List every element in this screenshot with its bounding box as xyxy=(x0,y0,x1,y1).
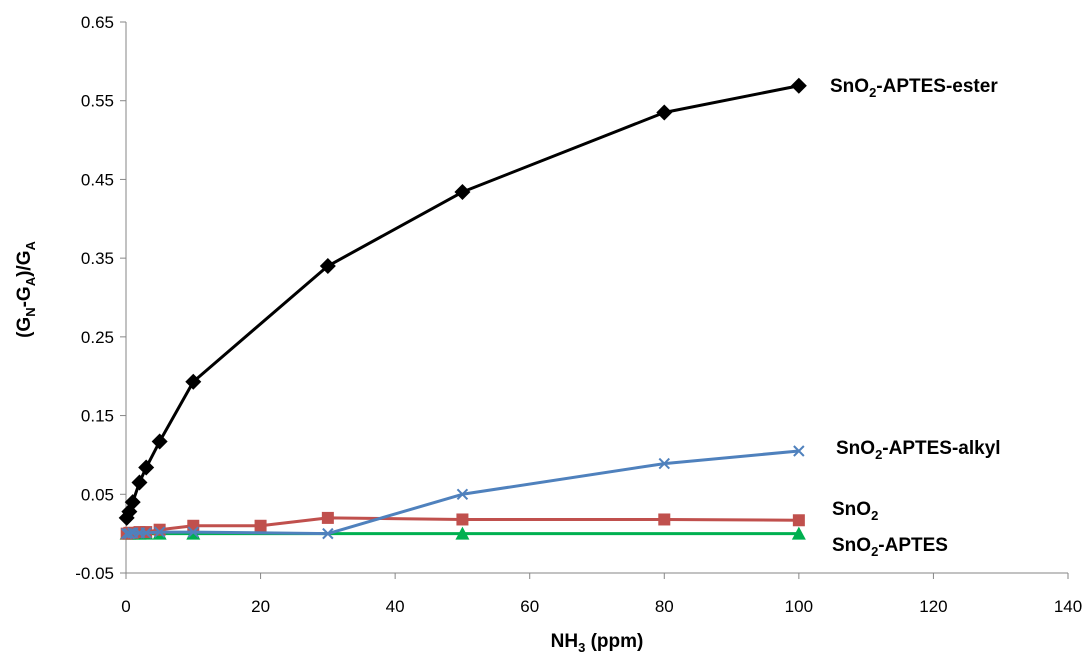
data-point-square xyxy=(254,519,267,532)
x-tick-label: 100 xyxy=(785,597,813,616)
data-point-x xyxy=(123,527,136,540)
x-tick-label: 60 xyxy=(520,597,539,616)
data-point-square xyxy=(658,513,671,526)
data-point-diamond xyxy=(151,433,168,450)
data-point-x xyxy=(658,457,670,470)
y-tick-label: 0.55 xyxy=(81,92,114,111)
data-point-diamond xyxy=(138,459,155,476)
data-point-diamond xyxy=(656,104,673,121)
x-tick-label: 120 xyxy=(919,597,947,616)
x-tick-label: 20 xyxy=(251,597,270,616)
data-point-diamond xyxy=(124,494,141,511)
x-tick-label: 80 xyxy=(655,597,674,616)
series-line xyxy=(125,84,800,519)
data-point-x xyxy=(793,445,805,457)
data-point-diamond xyxy=(185,373,202,390)
data-point-square xyxy=(153,523,166,536)
x-tick-label: 40 xyxy=(386,597,405,616)
data-point-diamond xyxy=(319,258,336,275)
data-point-triangle xyxy=(455,526,470,540)
y-axis-title: (GN-GA)/GA xyxy=(14,241,38,338)
x-tick-label: 0 xyxy=(121,597,130,616)
data-point-square xyxy=(456,513,469,526)
data-point-square xyxy=(792,514,805,527)
data-point-x xyxy=(140,527,152,539)
data-point-triangle xyxy=(791,526,806,540)
series-labels: SnO2-APTES-ester SnO2-APTES-alkyl SnO2 SnO2… xyxy=(830,76,1001,559)
data-point-diamond xyxy=(790,77,807,94)
series-sno2-aptes-alkyl xyxy=(120,445,805,540)
data-point-square xyxy=(321,511,334,524)
x-axis-title: NH3 (ppm) xyxy=(551,631,644,655)
data-point-x xyxy=(322,527,334,540)
y-tick-label: 0.35 xyxy=(81,249,114,268)
data-point-square xyxy=(187,519,200,532)
series-label: SnO2-APTES-ester xyxy=(830,76,998,100)
series-sno2-aptes-ester xyxy=(118,77,807,526)
y-tick-label: 0.05 xyxy=(81,485,114,504)
data-point-x xyxy=(153,526,166,538)
x-tick-label: 140 xyxy=(1054,597,1082,616)
y-tick-label: -0.05 xyxy=(75,564,114,583)
data-point-diamond xyxy=(131,474,148,491)
data-point-x xyxy=(456,488,469,500)
series-label: SnO2-APTES xyxy=(832,535,948,559)
y-tick-label: 0.25 xyxy=(81,328,114,347)
y-tick-label: 0.65 xyxy=(81,13,114,32)
data-point-diamond xyxy=(454,184,471,201)
axes: -0.05 0.05 0.15 0.25 0.35 0.45 0.55 0.65 0 20 40 60… xyxy=(14,13,1082,655)
series-label: SnO2 xyxy=(832,499,878,523)
y-tick-label: 0.45 xyxy=(81,170,114,189)
series-group xyxy=(118,77,807,540)
y-tick-label: 0.15 xyxy=(81,407,114,426)
data-point-x xyxy=(187,526,199,538)
series-label: SnO2-APTES-alkyl xyxy=(836,438,1001,462)
